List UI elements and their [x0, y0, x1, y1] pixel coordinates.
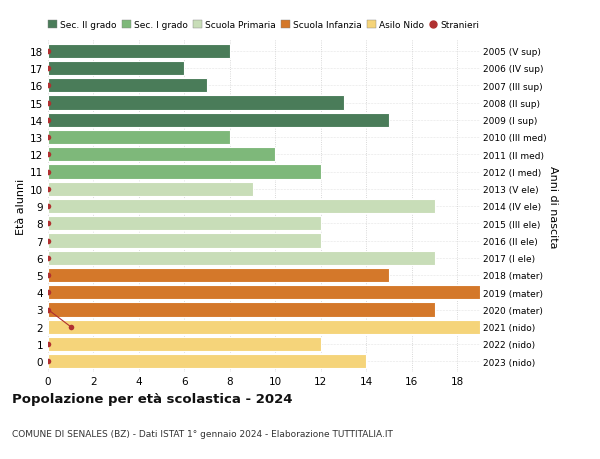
Legend: Sec. II grado, Sec. I grado, Scuola Primaria, Scuola Infanzia, Asilo Nido, Stran: Sec. II grado, Sec. I grado, Scuola Prim…: [45, 17, 483, 34]
Bar: [48, 285, 480, 300]
Bar: [48, 165, 321, 179]
Bar: [48, 182, 253, 196]
Bar: [48, 234, 321, 248]
Y-axis label: Anni di nascita: Anni di nascita: [548, 165, 557, 248]
Bar: [48, 354, 367, 369]
Bar: [48, 113, 389, 128]
Bar: [48, 62, 184, 76]
Bar: [48, 200, 434, 213]
Bar: [48, 320, 480, 334]
Bar: [48, 45, 230, 59]
Bar: [48, 131, 230, 145]
Bar: [48, 217, 321, 231]
Bar: [48, 337, 321, 351]
Text: COMUNE DI SENALES (BZ) - Dati ISTAT 1° gennaio 2024 - Elaborazione TUTTITALIA.IT: COMUNE DI SENALES (BZ) - Dati ISTAT 1° g…: [12, 429, 393, 438]
Bar: [48, 251, 434, 265]
Text: Popolazione per età scolastica - 2024: Popolazione per età scolastica - 2024: [12, 392, 293, 405]
Y-axis label: Età alunni: Età alunni: [16, 179, 26, 235]
Bar: [48, 303, 434, 317]
Bar: [48, 148, 275, 162]
Bar: [48, 269, 389, 282]
Bar: [48, 79, 207, 93]
Bar: [48, 96, 344, 110]
